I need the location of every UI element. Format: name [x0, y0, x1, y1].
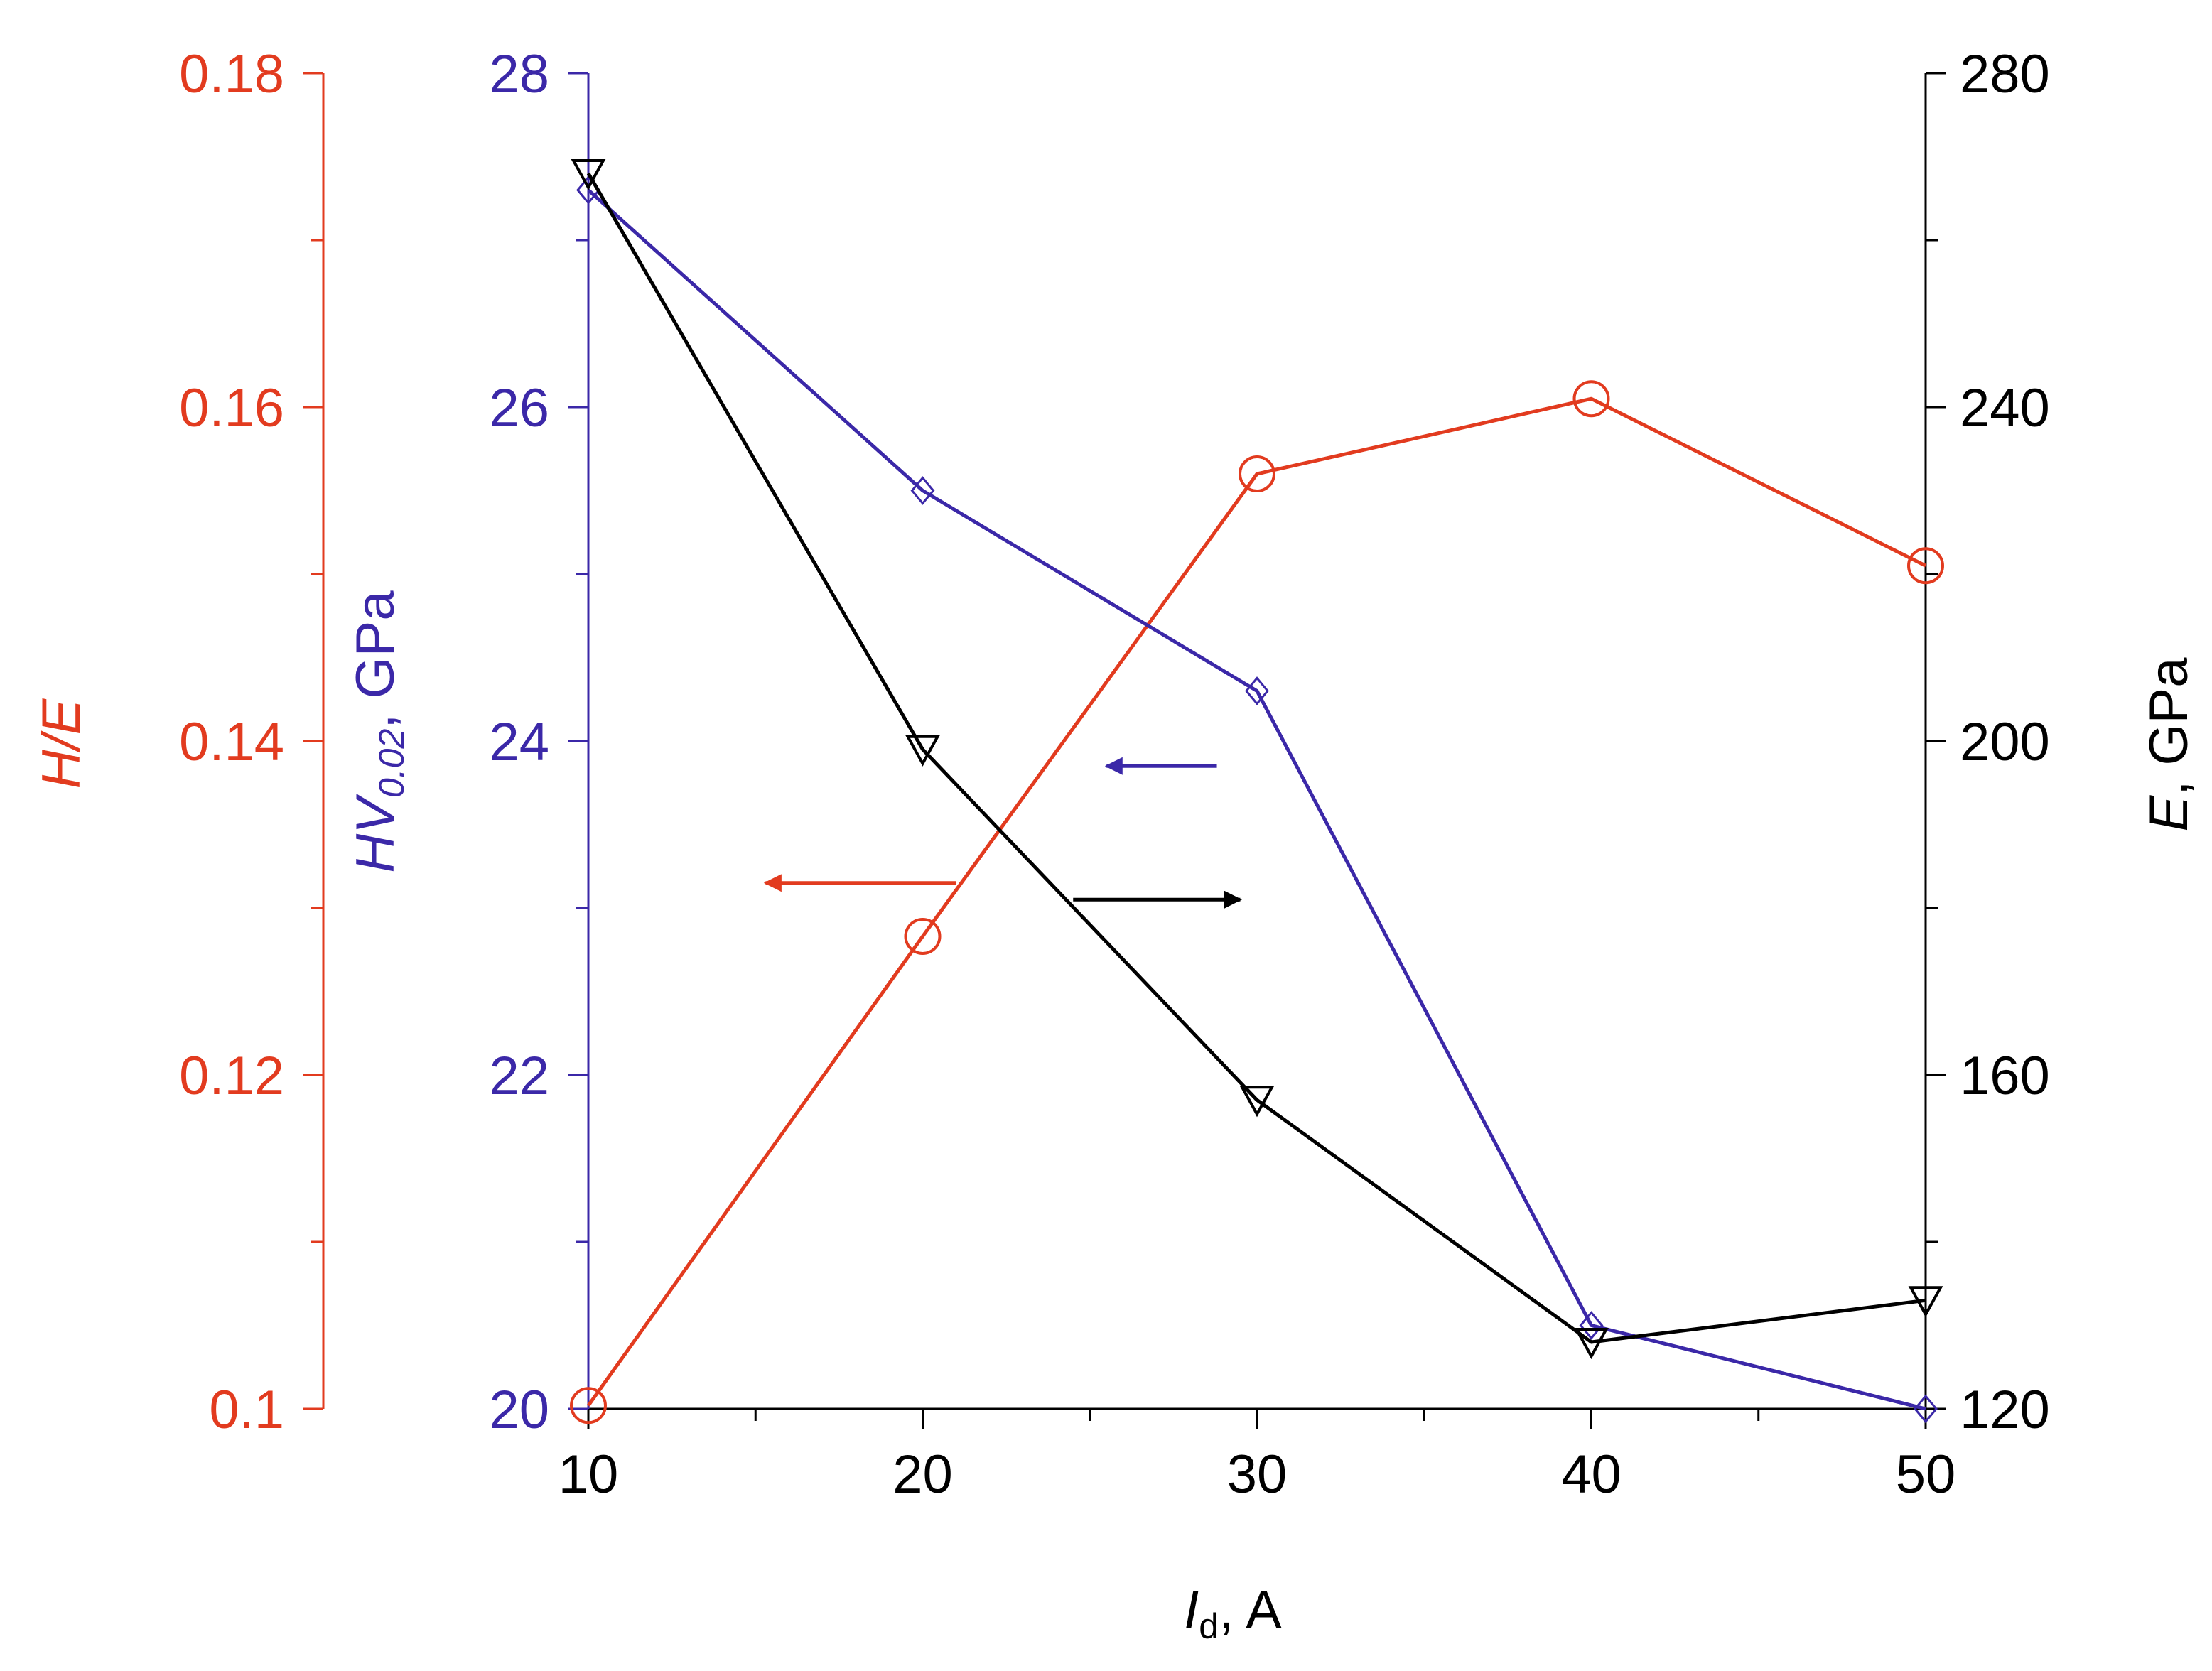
- he-data-point: [1572, 380, 1610, 418]
- axes-layer: 10 20 30 40 500.10.120.140.160.1820222426281…: [179, 44, 2050, 1505]
- he-tick-label: 0.18: [179, 44, 284, 104]
- e-axis-label-main: E: [2139, 795, 2199, 832]
- he-axis-title: H/E: [31, 698, 92, 789]
- hv-axis-title: HV0.02, GPa: [345, 590, 411, 873]
- hv-series-line: [587, 188, 1926, 1411]
- svg-text:E, GPa: E, GPa: [2139, 657, 2199, 832]
- x-axis-label-rest: , A: [1219, 1580, 1282, 1640]
- e-data-point: [571, 159, 606, 191]
- he-tick-label: 0.14: [179, 712, 284, 772]
- he-data-point: [904, 917, 942, 955]
- hv-tick-label: 20: [489, 1380, 549, 1440]
- e-data-point: [1908, 1286, 1943, 1318]
- e-data-point: [1239, 1086, 1275, 1118]
- e-data-point: [1574, 1328, 1609, 1360]
- e-axis-title: E, GPa: [2139, 657, 2199, 832]
- he-series-line: [586, 396, 1927, 1407]
- x-tick-label: 50: [1896, 1444, 1956, 1505]
- svg-text:HV0.02, GPa: HV0.02, GPa: [345, 590, 411, 873]
- e-series-line: [586, 172, 1926, 1344]
- e-tick-label: 280: [1960, 44, 2050, 104]
- x-tick-label: 20: [892, 1444, 953, 1505]
- hv-axis-label-sub: 0.02: [372, 729, 411, 799]
- he-tick-label: 0.16: [179, 378, 284, 438]
- hv-tick-label: 22: [489, 1046, 549, 1106]
- he-data-point: [1239, 455, 1275, 492]
- e-tick-label: 120: [1960, 1380, 2050, 1440]
- e-axis-label-rest: , GPa: [2139, 657, 2199, 796]
- hv-data-point: [1914, 1394, 1938, 1424]
- x-tick-label: 30: [1227, 1444, 1288, 1505]
- hv-data-point: [910, 476, 935, 505]
- x-axis-title: Id, A: [1184, 1580, 1282, 1646]
- hv-axis-label-rest: , GPa: [345, 590, 406, 729]
- e-data-point: [905, 735, 940, 767]
- x-tick-label: 10: [559, 1444, 619, 1505]
- series-layer: [570, 159, 1944, 1424]
- x-tick-label: 40: [1561, 1444, 1622, 1505]
- x-axis-label-sub: d: [1199, 1606, 1219, 1646]
- annotation-layer: [763, 757, 1242, 909]
- he-data-point: [1907, 547, 1944, 585]
- e-tick-label: 160: [1960, 1046, 2050, 1106]
- hv-tick-label: 28: [489, 44, 549, 104]
- x-axis-label-main: I: [1184, 1580, 1199, 1640]
- hv-tick-label: 26: [489, 378, 549, 438]
- he-data-point: [570, 1387, 607, 1424]
- hv-axis-label-main: HV: [345, 794, 406, 873]
- he-tick-label: 0.1: [209, 1380, 284, 1440]
- e-tick-label: 240: [1960, 378, 2050, 438]
- hv-tick-label: 24: [489, 712, 549, 772]
- hv-data-point: [1245, 676, 1269, 705]
- hv-data-point: [1579, 1311, 1604, 1340]
- he-tick-label: 0.12: [179, 1046, 284, 1106]
- e-tick-label: 200: [1960, 712, 2050, 772]
- he-axis-label: H/E: [31, 698, 92, 789]
